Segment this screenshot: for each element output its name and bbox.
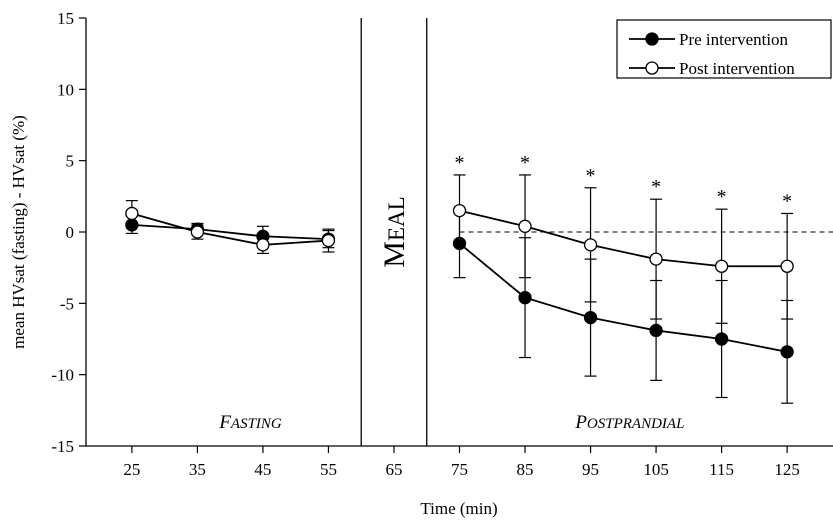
y-tick-label: 0	[66, 223, 75, 242]
x-tick-label: 115	[709, 460, 734, 479]
pre-intervention-point	[583, 310, 598, 325]
x-tick-label: 35	[189, 460, 206, 479]
post-intervention-point	[780, 259, 794, 273]
x-tick-label: 45	[254, 460, 271, 479]
x-tick-label: 65	[385, 460, 402, 479]
post-intervention-point	[256, 238, 270, 252]
x-axis-label: Time (min)	[420, 499, 497, 518]
significance-asterisk: *	[717, 186, 727, 208]
series-lines	[131, 209, 788, 353]
postprandial-label: POSTPRANDIAL	[574, 412, 684, 433]
legend: Pre intervention Post intervention	[616, 19, 832, 79]
significance-asterisk: *	[586, 165, 596, 187]
annotations: * * * * * *	[455, 152, 793, 213]
pre-intervention-point	[714, 332, 729, 346]
y-tick-label: 5	[66, 152, 75, 171]
significance-asterisk: *	[782, 190, 792, 212]
fasting-label-rest: ASTING	[230, 416, 282, 432]
y-tick-label: -10	[51, 366, 74, 385]
pre-intervention-point	[518, 290, 532, 305]
significance-asterisk: *	[520, 152, 530, 174]
pre-intervention-point	[780, 345, 794, 359]
significance-asterisk: *	[651, 176, 661, 198]
fasting-label-initial: F	[218, 412, 231, 433]
x-tick-label: 105	[643, 460, 669, 479]
pre-intervention-point	[452, 236, 467, 251]
x-tick-label: 125	[774, 460, 800, 479]
postprandial-label-rest: OSTPRANDIAL	[587, 416, 685, 432]
x-tick-label: 95	[582, 460, 599, 479]
post-intervention-point	[190, 225, 205, 239]
x-tick-label: 25	[123, 460, 140, 479]
legend-marker-filled	[645, 32, 659, 46]
x-tick-label: 75	[451, 460, 468, 479]
post-intervention-point	[649, 252, 663, 266]
post-intervention-line	[131, 212, 329, 246]
post-intervention-point	[714, 259, 729, 273]
data-markers	[125, 203, 794, 359]
postprandial-label-initial: P	[574, 412, 587, 433]
meal-label-initial: M	[378, 241, 411, 268]
legend-label: Post intervention	[679, 59, 795, 78]
pre-intervention-line	[458, 242, 788, 353]
pre-intervention-point	[649, 323, 663, 338]
x-tick-label: 55	[320, 460, 337, 479]
post-intervention-point	[452, 203, 467, 218]
post-intervention-point	[125, 206, 139, 221]
x-tick-label: 85	[517, 460, 534, 479]
y-tick-label: -15	[51, 437, 74, 456]
fasting-label: FASTING	[218, 412, 282, 433]
post-intervention-point	[321, 233, 336, 248]
pre-intervention-point	[125, 218, 139, 232]
y-tick-label: 10	[57, 80, 74, 99]
y-axis-label: mean HVsat (fasting) - HVsat (%)	[9, 115, 28, 349]
y-tick-label: 15	[57, 9, 74, 28]
significance-asterisk: *	[455, 152, 465, 174]
post-intervention-point	[518, 219, 532, 233]
legend-marker-open	[645, 61, 659, 75]
y-tick-label: -5	[60, 294, 74, 313]
pre-intervention-line	[131, 223, 329, 241]
meal-label-rest: EAL	[384, 196, 409, 241]
legend-label: Pre intervention	[679, 30, 789, 49]
regions: FASTING POSTPRANDIAL MEAL	[218, 18, 684, 446]
post-intervention-line	[459, 209, 788, 268]
meal-label: MEAL	[378, 196, 411, 267]
post-intervention-point	[583, 238, 598, 252]
